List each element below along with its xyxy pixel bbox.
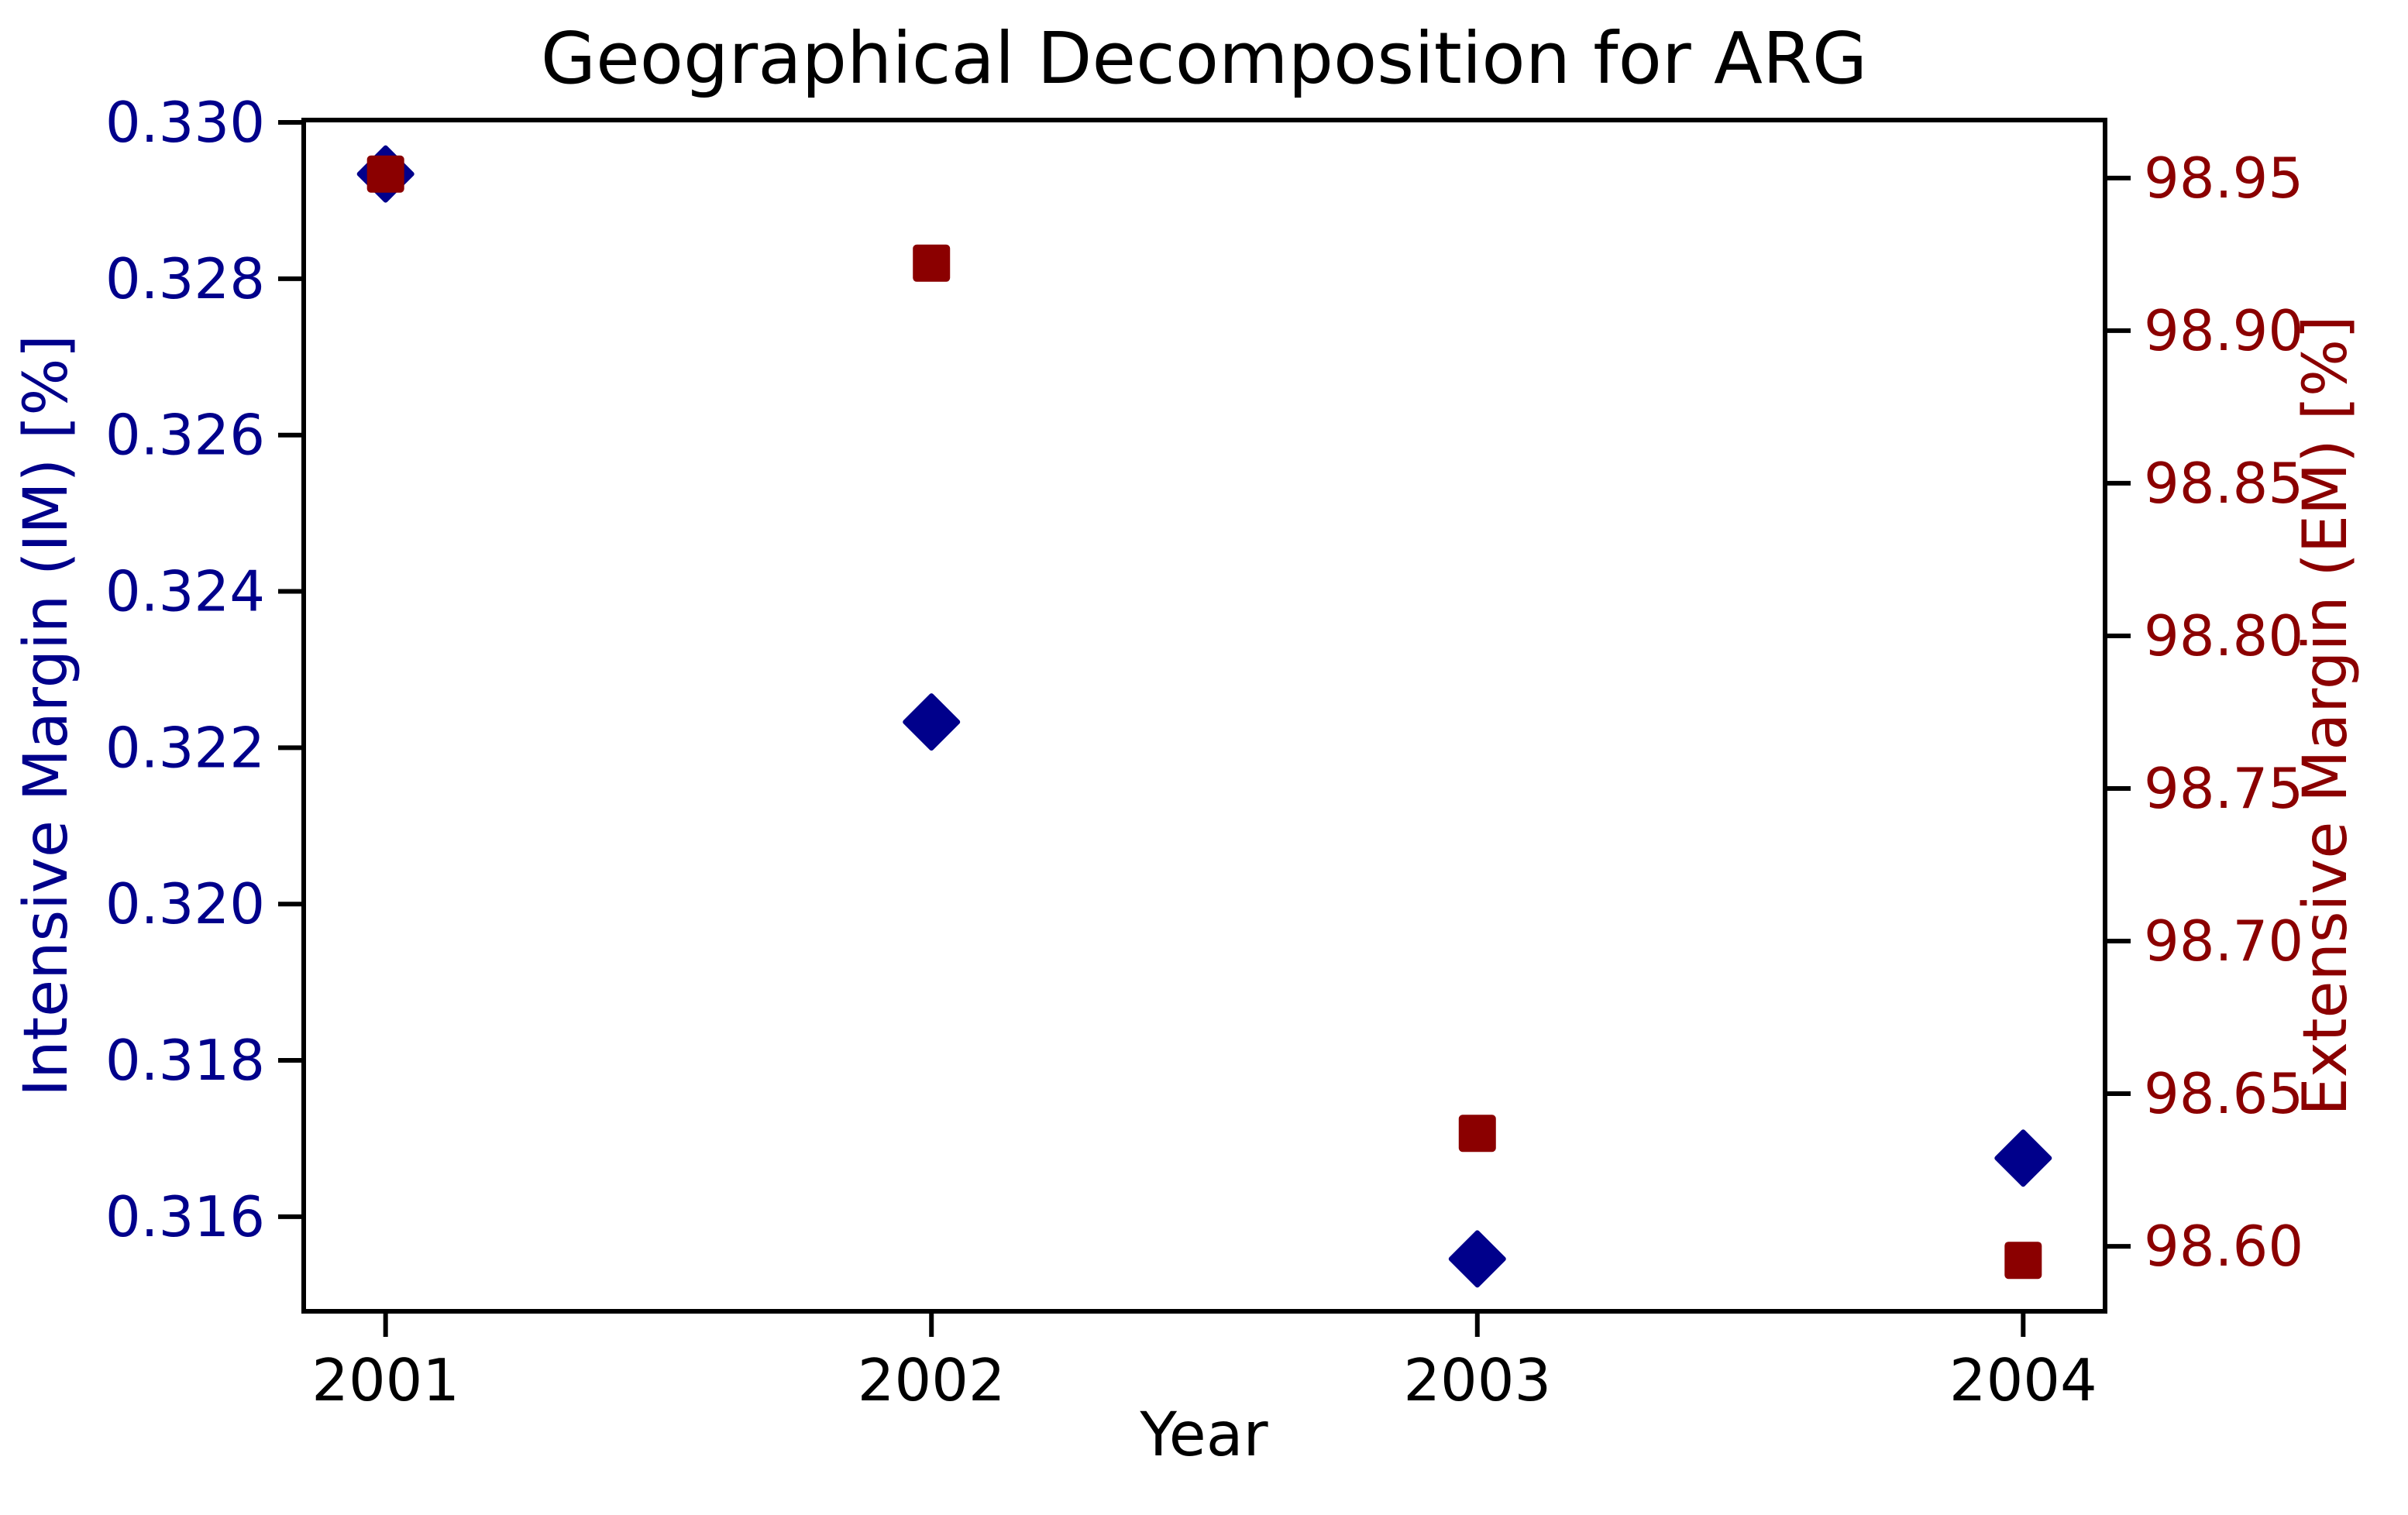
y-tick-label-right: 98.80 xyxy=(2144,603,2303,668)
y-tick-label-left: 0.326 xyxy=(105,403,265,468)
y-tick-label-left: 0.318 xyxy=(105,1028,265,1093)
y-axis-label-left: Intensive Margin (IM) [%] xyxy=(12,335,81,1097)
plot-border xyxy=(301,118,2107,1314)
im-diamond-marker xyxy=(1994,1129,2052,1187)
em-square-marker xyxy=(2004,1242,2042,1280)
y-tick-label-left: 0.330 xyxy=(105,90,265,155)
y-tick-label-right: 98.85 xyxy=(2144,451,2303,516)
y-tick-label-right: 98.90 xyxy=(2144,298,2303,363)
im-diamond-marker xyxy=(1448,1230,1506,1288)
x-tick-label: 2003 xyxy=(1403,1346,1551,1414)
y-tick-label-left: 0.320 xyxy=(105,871,265,936)
y-tick-label-left: 0.328 xyxy=(105,246,265,311)
em-square-marker xyxy=(913,244,951,282)
em-square-marker xyxy=(1458,1115,1496,1153)
y-tick-label-right: 98.75 xyxy=(2144,756,2303,821)
chart-title: Geographical Decomposition for ARG xyxy=(540,17,1868,100)
x-tick-label: 2001 xyxy=(311,1346,459,1414)
y-tick-label-right: 98.65 xyxy=(2144,1061,2303,1126)
y-axis-label-right: Extensive Margin (EM) [%] xyxy=(2291,315,2361,1116)
x-axis-label: Year xyxy=(1140,1400,1268,1470)
y-tick-label-left: 0.324 xyxy=(105,559,265,624)
y-tick-label-left: 0.316 xyxy=(105,1184,265,1249)
x-tick-label: 2002 xyxy=(858,1346,1006,1414)
y-tick-label-right: 98.95 xyxy=(2144,146,2303,211)
em-square-marker xyxy=(366,155,404,193)
im-diamond-marker xyxy=(903,693,961,751)
y-tick-label-left: 0.322 xyxy=(105,715,265,780)
y-tick-label-right: 98.70 xyxy=(2144,909,2303,974)
y-tick-label-right: 98.60 xyxy=(2144,1214,2303,1279)
x-tick-label: 2004 xyxy=(1949,1346,2097,1414)
